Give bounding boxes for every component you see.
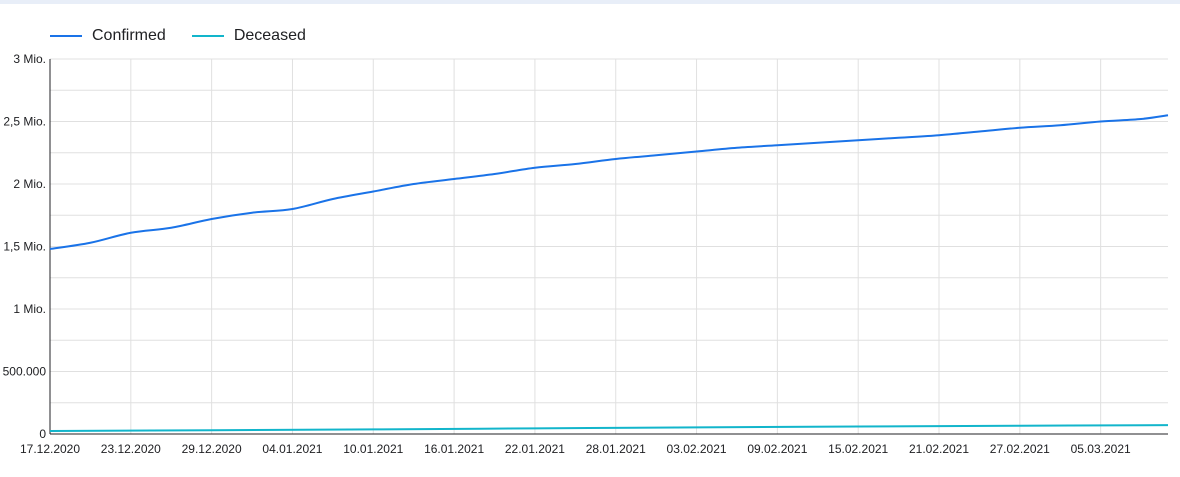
legend-label-deceased: Deceased — [233, 27, 306, 44]
x-tick-label: 05.03.2021 — [1071, 442, 1131, 456]
chart-legend: Confirmed Deceased — [50, 24, 306, 48]
x-tick-label: 22.01.2021 — [505, 442, 565, 456]
y-tick-label: 1,5 Mio. — [3, 240, 46, 254]
top-bar — [0, 0, 1180, 4]
y-tick-labels: 0 500.000 1 Mio. 1,5 Mio. 2 Mio. 2,5 Mio. 3 Mi… — [3, 52, 47, 441]
y-tick-label: 500.000 — [3, 365, 47, 379]
x-tick-label: 29.12.2020 — [182, 442, 242, 456]
legend-item-confirmed[interactable]: Confirmed — [50, 27, 166, 45]
x-tick-label: 17.12.2020 — [20, 442, 80, 456]
x-tick-label: 03.02.2021 — [667, 442, 727, 456]
axes — [49, 59, 1168, 435]
legend-swatch-deceased — [191, 35, 224, 37]
x-tick-label: 28.01.2021 — [586, 442, 646, 456]
y-tick-label: 2,5 Mio. — [3, 115, 46, 129]
grid-lines — [49, 58, 1168, 435]
x-tick-label: 23.12.2020 — [101, 442, 161, 456]
y-tick-label: 0 — [39, 427, 46, 441]
x-tick-label: 10.01.2021 — [343, 442, 403, 456]
x-tick-label: 15.02.2021 — [828, 442, 888, 456]
y-tick-label: 3 Mio. — [13, 52, 46, 66]
legend-item-deceased[interactable]: Deceased — [191, 27, 306, 45]
x-tick-label: 16.01.2021 — [424, 442, 484, 456]
legend-swatch-confirmed — [50, 35, 82, 37]
y-tick-label: 1 Mio. — [13, 302, 46, 316]
series-lines — [49, 114, 1169, 432]
x-tick-label: 21.02.2021 — [909, 442, 969, 456]
series-line-confirmed — [49, 114, 1169, 250]
x-tick-label: 27.02.2021 — [990, 442, 1050, 456]
legend-label-confirmed: Confirmed — [92, 27, 166, 44]
x-tick-label: 04.01.2021 — [262, 442, 322, 456]
x-tick-label: 09.02.2021 — [747, 442, 807, 456]
x-tick-labels: 17.12.2020 23.12.2020 29.12.2020 04.01.2021… — [20, 442, 1131, 456]
y-tick-label: 2 Mio. — [13, 177, 46, 191]
series-line-deceased — [49, 424, 1169, 432]
